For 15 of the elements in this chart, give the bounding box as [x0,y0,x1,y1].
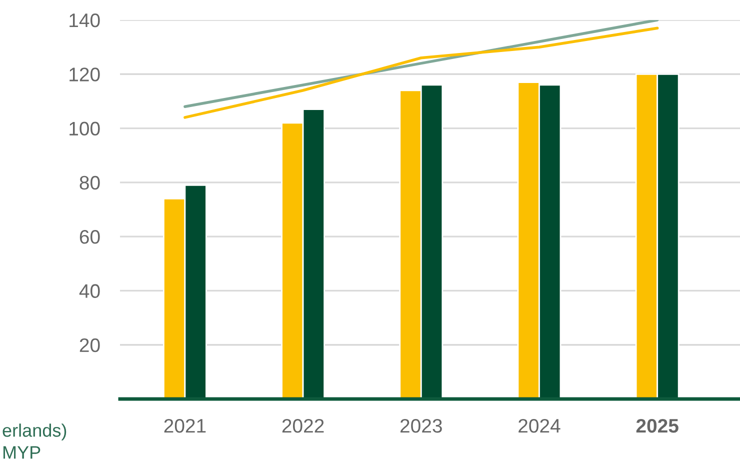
x-tick-label: 2022 [282,418,324,433]
y-tick-label: 20 [80,338,100,352]
y-tick-label: 60 [80,230,100,244]
x-tick-label: 2021 [164,418,206,433]
x-tick-label: 2025 [636,418,678,433]
text: MYP [3,446,40,459]
y-tick-label: 120 [70,68,100,82]
y-tick-label: 40 [79,284,100,298]
y-tick-label: 80 [80,176,100,190]
y-tick-label: 100 [70,122,100,136]
x-tick-label: 2024 [518,418,560,433]
text: erlands) [2,424,66,440]
line-series [184,26,659,119]
y-tick-label: 140 [70,13,100,28]
x-tick-label: 2023 [400,418,442,433]
